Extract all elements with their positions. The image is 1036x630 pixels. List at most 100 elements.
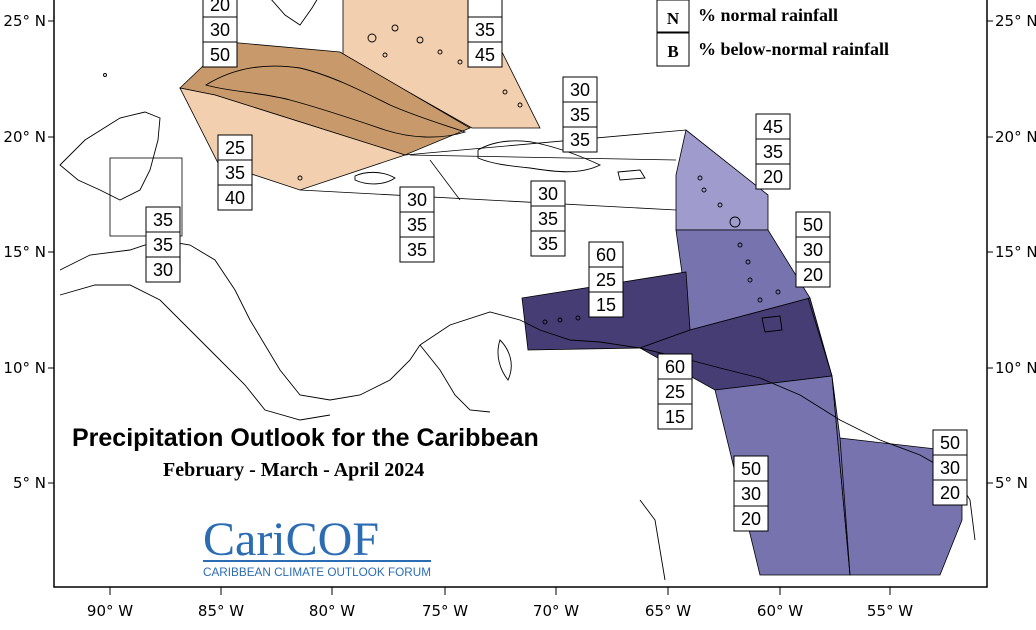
forecast-value: 45 [475,45,495,65]
forecast-value: 25 [596,270,616,290]
forecast-cell [755,163,791,190]
lon-label: 55° W [867,602,913,620]
trinidad-coast [761,315,783,333]
logo-fullname: CARIBBEAN CLIMATE OUTLOOK FORUM [203,567,431,579]
forecast-cell [562,76,598,103]
hispaniola-coast [477,140,602,173]
forecast-cell [145,256,181,283]
jamaica-coast [354,171,396,185]
forecast-value: 30 [210,20,230,40]
lon-label: 85° W [198,602,244,620]
lon-label: 65° W [645,602,691,620]
forecast-value: 50 [803,215,823,235]
forecast-value: 35 [153,235,173,255]
forecast-cell [562,101,598,128]
axes: 90° W 85° W 80° W 75° W 70° W 65° W 60° W 55° W… [3,12,1036,620]
forecast-value: 35 [763,142,783,162]
legend-key-box-b [656,32,690,67]
florida-coast [271,0,318,26]
forecast-cell [795,236,831,263]
forecast-value: 25 [225,138,245,158]
forecast-value: 20 [763,167,783,187]
forecast-box-suriname-guiana: 50 30 20 [932,429,968,506]
forecast-box-leeward-islands: 45 35 20 [755,113,791,190]
lat-label-left: 5° N [13,474,46,492]
lat-label-right: 10° N [995,359,1036,377]
forecast-box-cuba-south: 25 35 40 [217,134,253,211]
forecast-value: 35 [570,130,590,150]
legend-key-n: N [667,9,680,28]
south-america-coast [419,311,976,541]
map-title: Precipitation Outlook for the Caribbean [72,424,539,452]
lat-label-right: 5° N [995,474,1028,492]
forecast-value: 35 [407,240,427,260]
forecast-value: 30 [407,190,427,210]
forecast-value: 60 [596,245,616,265]
forecast-cell [795,261,831,288]
forecast-box-turks-caicos: 30 35 35 [562,76,598,153]
lat-label-left: 15° N [3,243,46,261]
forecast-value: 60 [665,357,685,377]
forecast-value: 50 [940,433,960,453]
forecast-cell [657,378,693,405]
forecast-cell [588,291,624,318]
caricof-logo: CariCOF CARIBBEAN CLIMATE OUTLOOK FORUM [203,513,431,579]
central-america-coast [59,239,421,401]
lat-label-left: 20° N [3,128,46,146]
forecast-box-trinidad-venezuela: 60 25 15 [657,353,693,430]
forecast-box-abc-islands: 60 25 15 [588,241,624,318]
logo-rule [203,560,431,562]
forecast-cell [932,454,968,481]
legend-text-n: % normal rainfall [698,5,838,25]
forecast-value: 35 [153,210,173,230]
forecast-value: 20 [210,0,230,15]
forecast-value: 35 [225,163,245,183]
forecast-cell [530,180,566,207]
forecast-cell [399,211,435,238]
forecast-value: 50 [741,459,761,479]
forecast-cell [467,0,503,18]
forecast-cell [217,134,253,161]
forecast-value: 35 [538,234,558,254]
forecast-value: 15 [665,407,685,427]
forecast-value: 35 [475,20,495,40]
lon-label: 70° W [533,602,579,620]
forecast-value: 30 [803,240,823,260]
forecast-value: 30 [153,260,173,280]
cuba-coast [204,65,467,138]
forecast-value: 15 [596,295,616,315]
forecast-box-cuba-north: 20 30 50 [202,0,238,68]
islands [103,24,781,325]
forecast-cell [932,429,968,456]
forecast-cell [733,455,769,482]
map-subtitle: February - March - April 2024 [163,459,424,481]
forecast-cell [399,236,435,263]
forecast-value: 35 [407,215,427,235]
legend-text-b: % below-normal rainfall [698,39,889,59]
forecast-value: 20 [803,265,823,285]
forecast-cell [588,241,624,268]
forecast-box-belize: 35 35 30 [145,206,181,283]
forecast-value: 30 [570,80,590,100]
forecast-cell [145,206,181,233]
forecast-cell [217,184,253,211]
forecast-value: 40 [225,188,245,208]
lat-label-right: 20° N [995,128,1036,146]
lat-label-left: 25° N [3,12,46,30]
lat-label-right: 25° N [995,12,1036,30]
forecast-cell [562,126,598,153]
forecast-value: 35 [570,105,590,125]
lake-maracaibo [497,339,512,381]
forecast-boxes: 3545203050303535253540353530303535303535… [145,0,968,532]
forecast-box-hispaniola-south: 30 35 35 [530,180,566,257]
colombia-west [419,344,666,581]
forecast-value: 20 [741,509,761,529]
lon-label: 80° W [309,602,355,620]
forecast-box-windward-islands: 50 30 20 [795,211,831,288]
forecast-cell [145,231,181,258]
forecast-cell [217,159,253,186]
lat-label-left: 10° N [3,359,46,377]
forecast-cell [657,403,693,430]
